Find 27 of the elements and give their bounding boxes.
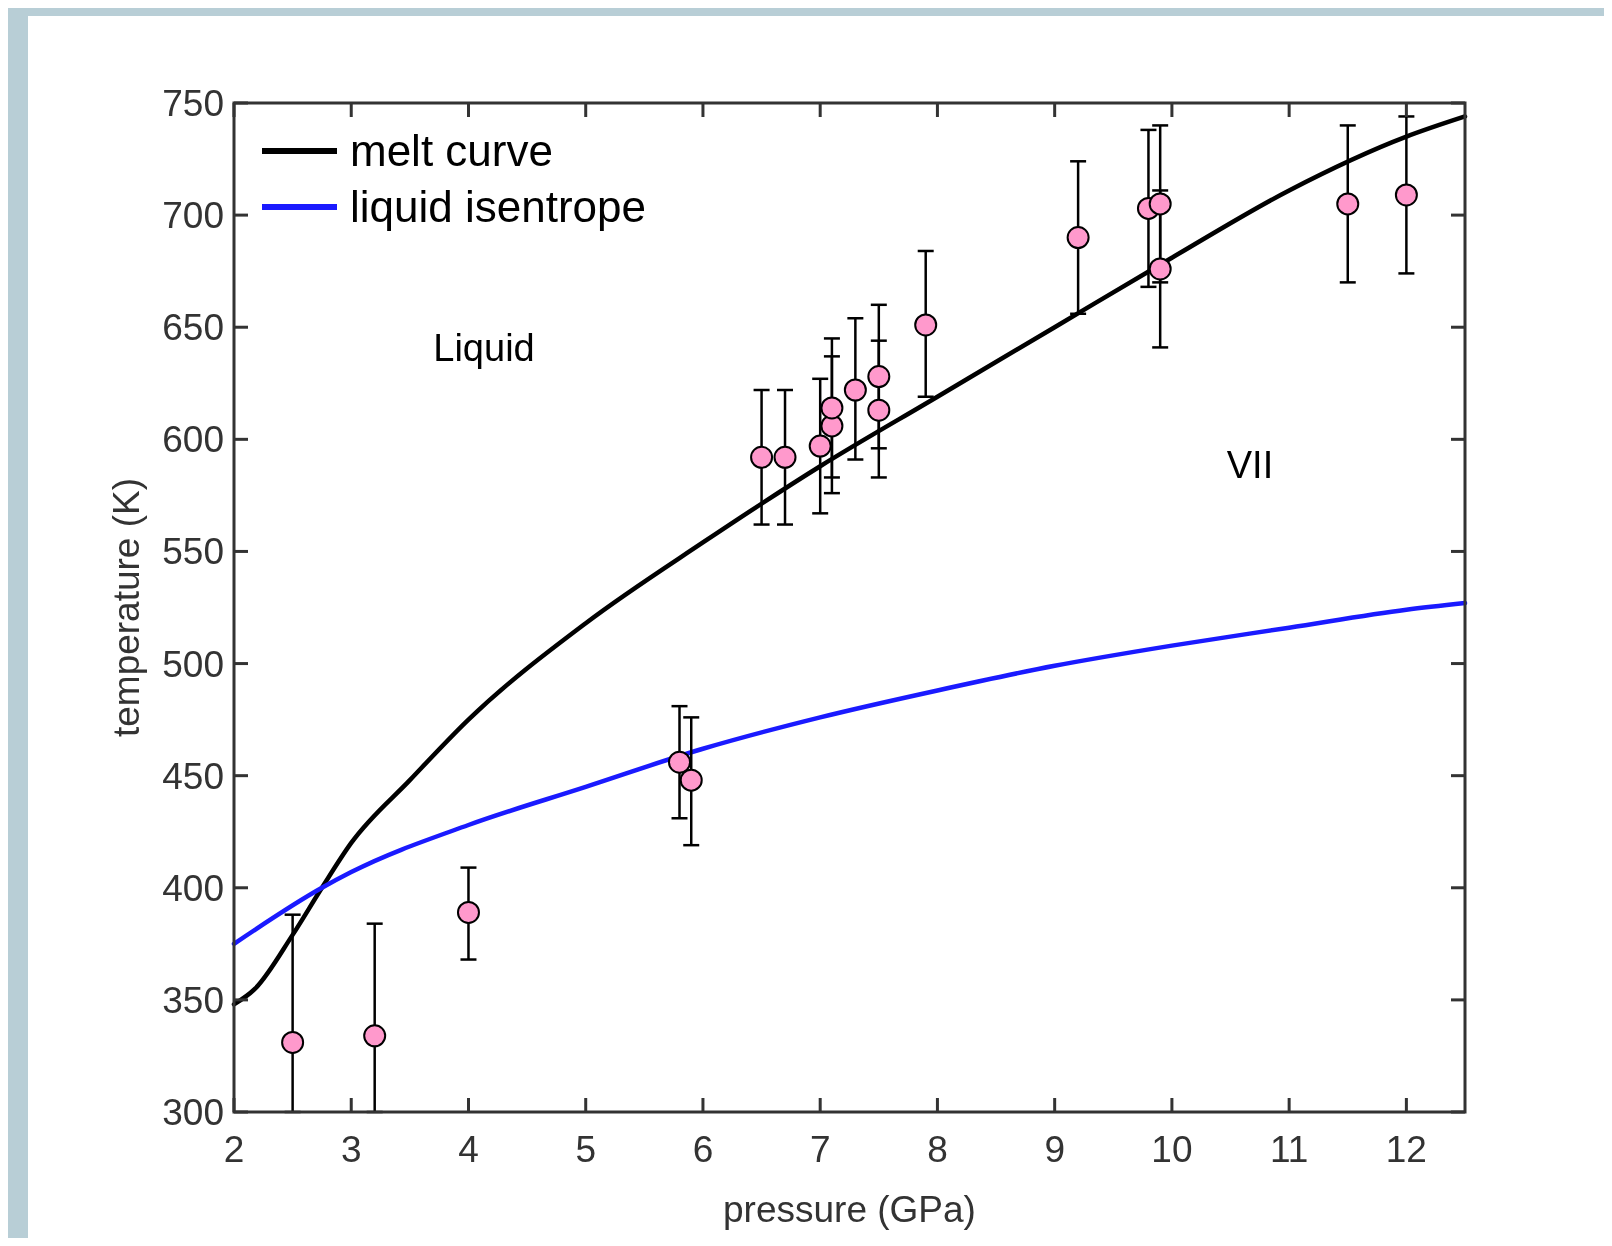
y-tick-label: 550 (162, 531, 224, 573)
y-tick-label: 300 (162, 1092, 224, 1133)
x-tick-label: 12 (1385, 1129, 1427, 1170)
x-tick-label: 3 (340, 1129, 362, 1170)
x-tick-label: 2 (223, 1129, 245, 1170)
y-tick-label: 350 (162, 979, 224, 1021)
annotation: Liquid (433, 327, 535, 370)
annotation: VII (1226, 444, 1274, 487)
legend-label: liquid isentrope (350, 182, 646, 231)
x-tick-label: 4 (458, 1129, 479, 1170)
x-tick-label: 5 (575, 1129, 596, 1170)
legend-label: melt curve (350, 126, 553, 175)
x-tick-label: 10 (1151, 1129, 1193, 1170)
y-tick-label: 600 (162, 419, 224, 461)
x-tick-label: 8 (927, 1129, 948, 1170)
x-axis-title: pressure (GPa) (723, 1189, 976, 1230)
x-tick-label: 9 (1044, 1129, 1065, 1170)
y-tick-label: 450 (162, 755, 224, 797)
y-tick-label: 400 (162, 867, 224, 909)
y-tick-label: 500 (162, 643, 224, 685)
x-tick-label: 6 (692, 1129, 714, 1170)
x-tick-label: 11 (1269, 1129, 1309, 1170)
y-axis-title: temperature (K) (106, 477, 147, 738)
x-tick-label: 7 (809, 1129, 831, 1170)
y-tick-label: 650 (162, 307, 224, 349)
y-tick-label: 750 (162, 83, 224, 124)
y-tick-label: 700 (162, 195, 224, 237)
